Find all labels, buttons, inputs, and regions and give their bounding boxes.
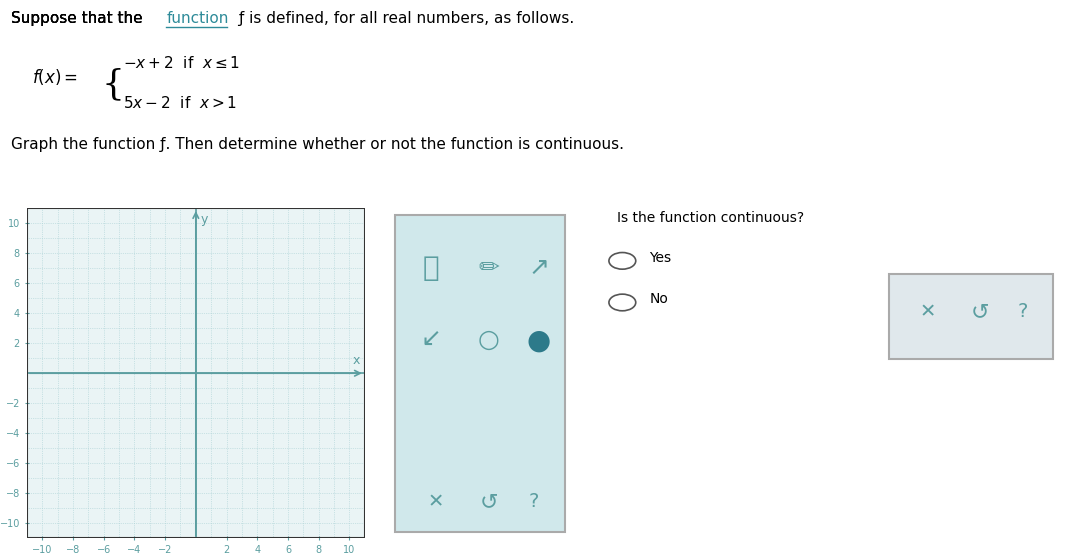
Text: ✕: ✕ (428, 492, 444, 511)
Text: y: y (201, 213, 208, 226)
Text: Is the function continuous?: Is the function continuous? (617, 211, 804, 225)
Text: Graph the function ƒ. Then determine whether or not the function is continuous.: Graph the function ƒ. Then determine whe… (11, 137, 623, 152)
Text: {: { (102, 68, 124, 102)
Text: ○: ○ (479, 328, 500, 352)
Text: No: No (649, 292, 668, 306)
Text: ✏️: ✏️ (479, 255, 500, 280)
Text: ?: ? (1017, 302, 1028, 321)
Text: ●: ● (527, 326, 550, 354)
Text: x: x (353, 354, 361, 367)
Text: ↗: ↗ (528, 255, 549, 280)
Text: ↺: ↺ (970, 302, 989, 322)
Text: $5x-2$  if  $x>1$: $5x-2$ if $x>1$ (123, 95, 237, 111)
Text: function: function (166, 11, 229, 26)
Text: ↺: ↺ (480, 492, 498, 512)
Text: $-x+2$  if  $x\leq1$: $-x+2$ if $x\leq1$ (123, 55, 240, 71)
Text: ?: ? (528, 492, 539, 511)
Text: $f(x)=$: $f(x)=$ (32, 68, 78, 88)
Text: Suppose that the: Suppose that the (11, 11, 147, 26)
Text: Suppose that the: Suppose that the (11, 11, 147, 26)
Text: Yes: Yes (649, 250, 672, 265)
Text: ✕: ✕ (920, 302, 937, 321)
Text: ƒ is defined, for all real numbers, as follows.: ƒ is defined, for all real numbers, as f… (234, 11, 574, 26)
Text: ⬜: ⬜ (423, 254, 439, 281)
Text: ↙: ↙ (421, 328, 441, 352)
Text: Suppose that the: Suppose that the (11, 11, 147, 26)
